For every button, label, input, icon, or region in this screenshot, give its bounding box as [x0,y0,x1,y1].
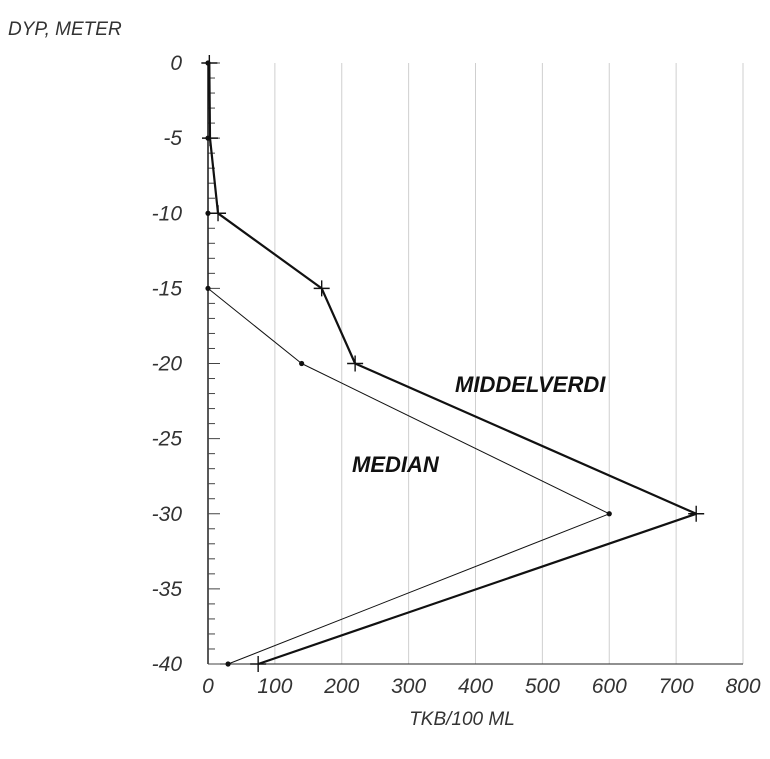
labels-layer: 0 -5 -10 -15 -20 -25 -30 -35 -40 0 100 200 300 400 500… [8,19,761,730]
series-middelverdi [201,55,705,672]
data-point [205,60,211,66]
y-tick-label: -15 [152,277,183,300]
data-point [313,280,330,297]
y-tick-label: -35 [152,578,183,601]
data-point [606,511,612,517]
data-point [225,661,231,667]
data-point [347,355,364,372]
series-label-median: MEDIAN [352,452,440,477]
vertical-gridlines [274,63,744,664]
series-label-middelverdi: MIDDELVERDI [455,372,606,397]
y-tick-label: 0 [170,52,182,75]
data-point [688,505,705,522]
x-tick-label: 500 [525,675,560,698]
x-axis-title: TKB/100 ML [409,709,515,730]
x-tick-label: 800 [725,675,760,698]
data-point [205,135,211,141]
series-layer [201,55,705,672]
series-median [205,60,612,667]
y-tick-label: -25 [152,428,183,451]
x-tick-label: 300 [391,675,426,698]
data-point [299,360,305,367]
y-tick-label: -10 [152,202,183,225]
series-line [208,62,698,666]
y-tick-label: -20 [152,353,183,376]
x-tick-label: 200 [323,675,359,698]
data-point [250,656,267,672]
x-tick-label: 400 [458,675,493,698]
y-tick-label: -30 [152,503,183,526]
x-tick-label: 600 [592,675,627,698]
x-tick-label: 700 [659,675,694,698]
data-point [205,285,211,291]
data-point [205,210,211,216]
y-axis-title: DYP, METER [8,19,122,40]
y-tick-label: -5 [163,127,182,150]
data-point [210,205,227,222]
x-tick-label: 0 [202,675,214,698]
axes [207,62,743,665]
y-tick-label: -40 [152,653,183,676]
x-tick-label: 100 [257,675,292,698]
